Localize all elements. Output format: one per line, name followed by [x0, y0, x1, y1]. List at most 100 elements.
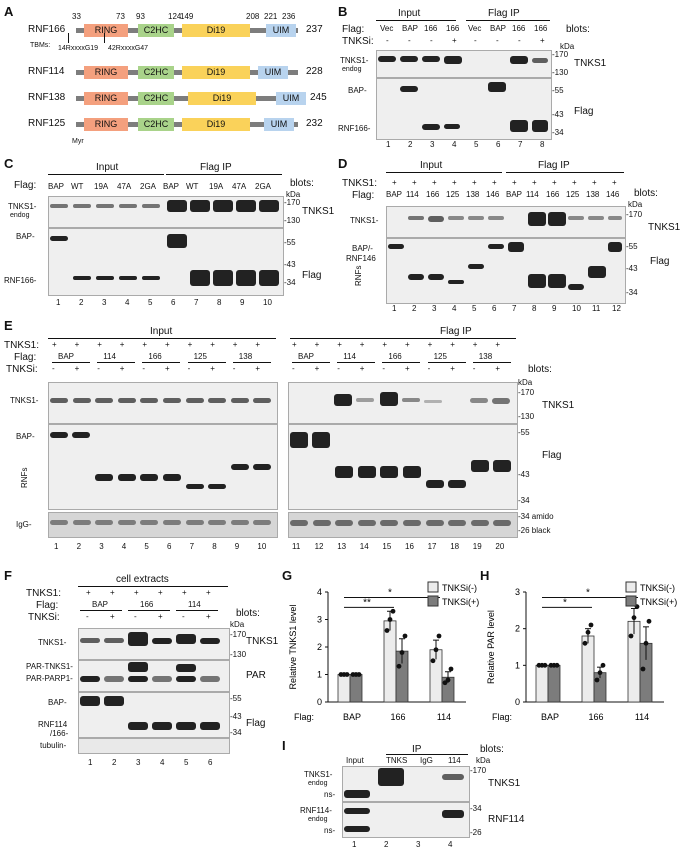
panel-label-g: G — [282, 568, 293, 583]
tnks1-plus-11: + — [292, 340, 297, 349]
blot-antibody-rnf114: RNF114 — [488, 814, 525, 825]
data-point — [594, 677, 600, 683]
band — [200, 676, 220, 682]
bap-label: BAP- — [16, 432, 35, 441]
tnksi-lane-14: + — [359, 364, 365, 373]
marker-55: -55 — [230, 694, 242, 703]
lane-number-3: 3 — [99, 542, 104, 551]
band — [470, 460, 489, 472]
flag-lane-5: 138 — [466, 190, 480, 199]
band — [444, 56, 462, 64]
band — [185, 520, 204, 525]
tnks1-plus-1: + — [392, 178, 397, 187]
marker-170: -170 — [518, 388, 535, 397]
data-point — [436, 633, 442, 639]
blots-label: blots: — [528, 364, 552, 375]
flag-lane-7: WT — [186, 182, 199, 191]
tnksi-lane-11: - — [292, 364, 295, 373]
lane-number-10: 10 — [572, 304, 581, 313]
protein-name-rnf125: RNF125 — [28, 118, 66, 129]
band — [50, 432, 68, 438]
lane-number-18: 18 — [450, 542, 460, 551]
band — [259, 270, 279, 286]
band — [528, 212, 546, 226]
band — [140, 398, 159, 403]
marker-55: -55 — [552, 86, 564, 95]
band — [73, 276, 91, 280]
tnksi-lane-2: - — [408, 36, 411, 45]
data-point — [430, 658, 436, 664]
par-tnks1-label: PAR-TNKS1- — [26, 662, 73, 671]
band — [167, 234, 187, 248]
flag-lane-9: 166 — [546, 190, 560, 199]
marker-170: -170 — [626, 210, 643, 219]
band — [95, 520, 114, 525]
band — [442, 774, 464, 780]
marker-34: -34 — [626, 288, 638, 297]
flag-lane-5: 2GA — [140, 182, 157, 191]
band — [380, 466, 399, 478]
tnksi-lane-7: - — [187, 364, 191, 373]
marker-43: -43 — [626, 264, 638, 273]
amido-label: -34 amido — [518, 512, 554, 521]
flag-lane-1: BAP — [48, 182, 65, 191]
band — [142, 276, 160, 280]
tnks1-plus-12: + — [612, 178, 617, 187]
header-rule — [166, 174, 282, 175]
rnf114-label: RNF114- — [300, 806, 332, 815]
y-tick-label: 1 — [317, 670, 322, 680]
band — [167, 200, 187, 212]
data-point — [390, 608, 396, 614]
flag-group-2: 166 — [140, 600, 154, 609]
band — [95, 474, 114, 481]
marker-55: -55 — [284, 238, 296, 247]
marker-130: -130 — [518, 412, 535, 421]
tnks1-label: TNKS1- — [304, 770, 333, 779]
x-category-label: 114 — [635, 712, 649, 722]
tnks1-plus-12: + — [314, 340, 320, 349]
band — [492, 398, 510, 404]
band — [176, 676, 196, 682]
band — [528, 274, 546, 288]
flag-group-9: 125 — [433, 352, 447, 361]
di19-domain: Di19 — [188, 92, 256, 105]
tbms-label: TBMs: — [30, 42, 51, 49]
band — [448, 280, 464, 284]
tnks1-plus-10: + — [572, 178, 577, 187]
marker-26: -26 — [470, 828, 482, 837]
band — [117, 520, 136, 525]
tnks1-plus-3: + — [97, 340, 102, 349]
tnksi-lane-8: + — [210, 364, 215, 373]
tnks1-blot-strip — [78, 628, 230, 660]
blot-antibody-flag: Flag — [574, 106, 594, 117]
band — [163, 474, 181, 481]
x-category-label: BAP — [343, 712, 361, 722]
marker-55: -55 — [518, 428, 530, 437]
lane-number-2: 2 — [112, 758, 117, 767]
lane-tnks: TNKS — [386, 756, 408, 765]
x-category-label: 114 — [437, 712, 451, 722]
band — [185, 398, 204, 403]
lane-number-3: 3 — [432, 304, 437, 313]
band — [442, 810, 464, 818]
black-label: -26 black — [518, 526, 551, 535]
tnksi-lane-5: - — [182, 612, 185, 621]
marker-130: -130 — [552, 68, 569, 77]
blots-label: blots: — [290, 178, 314, 189]
band — [290, 520, 308, 526]
protein-name-rnf114: RNF114 — [28, 66, 65, 77]
group-rule — [187, 362, 226, 363]
tnksi-lane-2: + — [110, 612, 115, 621]
band — [428, 274, 444, 280]
band — [236, 270, 256, 286]
tnksi-lane-13: - — [337, 364, 340, 373]
flag-blot-strip — [386, 238, 626, 304]
tnks1-blot-strip — [376, 50, 552, 78]
lane-number-11: 11 — [292, 542, 301, 551]
band — [72, 432, 90, 438]
lane-number-1: 1 — [54, 542, 59, 551]
lane-114: 114 — [448, 756, 461, 765]
tubulin-label: tubulin- — [40, 741, 67, 750]
y-tick-label: 2 — [317, 642, 322, 652]
tubulin-blot-strip — [78, 738, 230, 754]
